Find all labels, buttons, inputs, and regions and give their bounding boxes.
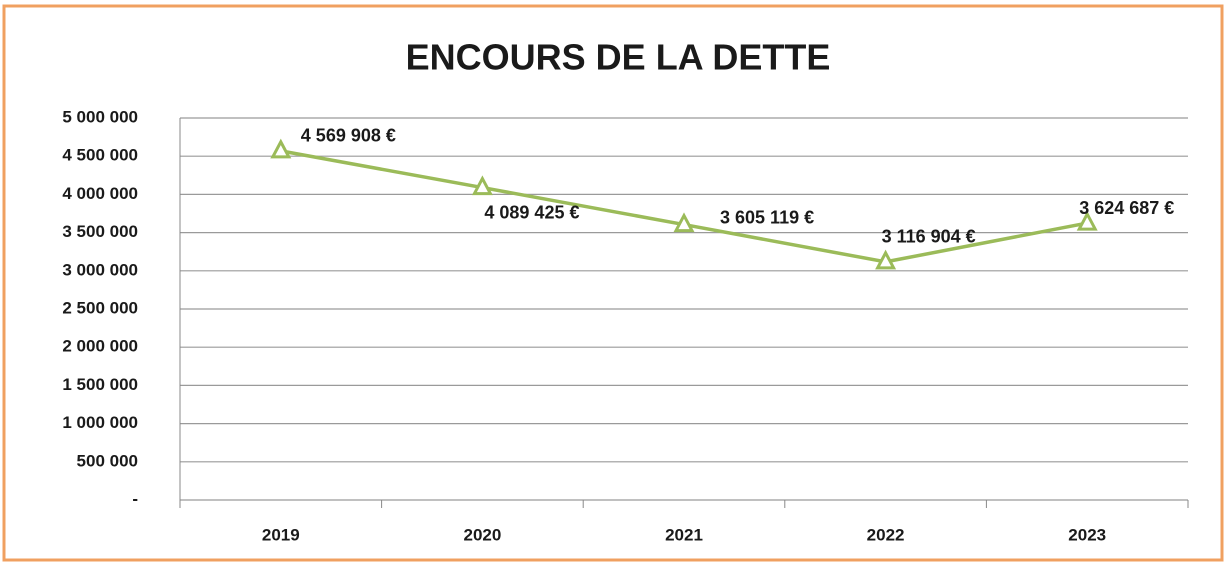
x-tick-label: 2023: [1068, 525, 1106, 544]
chart-frame: [2, 4, 1224, 562]
data-label: 3 605 119 €: [720, 207, 814, 227]
y-tick-label: 5 000 000: [62, 107, 138, 126]
marker: [270, 138, 292, 159]
x-tick-label: 2021: [665, 525, 703, 544]
y-tick-label: 2 000 000: [62, 337, 138, 356]
marker: [673, 212, 695, 233]
marker: [471, 175, 493, 196]
y-tick-label: 3 000 000: [62, 260, 138, 279]
data-label: 4 089 425 €: [484, 202, 579, 222]
x-tick-label: 2020: [463, 525, 501, 544]
y-tick-label: 500 000: [77, 451, 138, 470]
y-tick-label: 1 000 000: [62, 413, 138, 432]
chart-title: ENCOURS DE LA DETTE: [406, 37, 831, 78]
x-tick-label: 2022: [867, 525, 905, 544]
y-tick-label: 2 500 000: [62, 298, 138, 317]
y-tick-label: 4 500 000: [62, 146, 138, 165]
y-tick-label: -: [132, 489, 138, 508]
data-label: 4 569 908 €: [301, 126, 396, 146]
marker: [1076, 210, 1098, 231]
data-label: 3 624 687 €: [1079, 198, 1174, 218]
y-tick-label: 1 500 000: [62, 375, 138, 394]
data-label: 3 116 904 €: [882, 227, 976, 247]
y-tick-label: 3 500 000: [62, 222, 138, 241]
y-tick-label: 4 000 000: [62, 184, 138, 203]
x-tick-label: 2019: [262, 525, 300, 544]
marker: [875, 249, 897, 270]
